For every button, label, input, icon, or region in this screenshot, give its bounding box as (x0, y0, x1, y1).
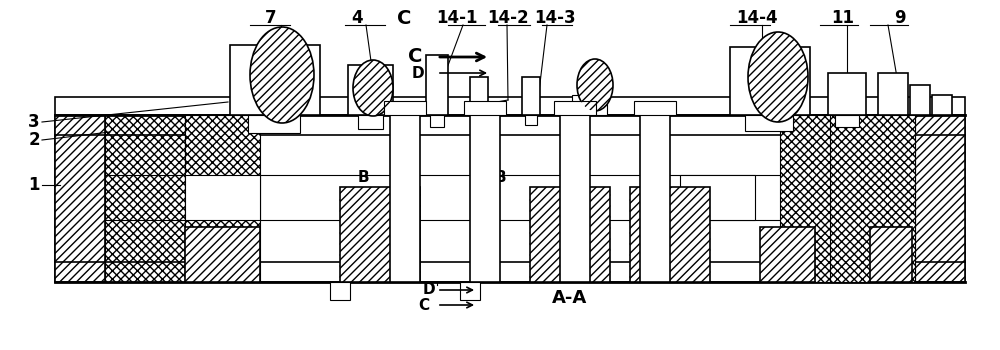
Text: B: B (357, 170, 369, 186)
Bar (745, 115, 793, 131)
Text: 2: 2 (28, 131, 40, 149)
Text: 11: 11 (832, 9, 854, 27)
Text: 7: 7 (265, 9, 277, 27)
Text: 14-2: 14-2 (487, 9, 529, 27)
Bar (910, 85, 930, 115)
Bar (870, 227, 912, 282)
Bar (348, 65, 393, 115)
Text: B: B (494, 170, 506, 186)
Text: 9: 9 (894, 9, 906, 27)
Bar (185, 227, 260, 282)
Text: C: C (397, 8, 411, 28)
Bar (530, 187, 610, 282)
Bar (55, 115, 965, 282)
Bar (473, 115, 485, 125)
Bar (105, 115, 185, 282)
Bar (680, 175, 755, 220)
Bar (560, 112, 590, 282)
Bar (330, 282, 350, 300)
Ellipse shape (748, 32, 808, 122)
Bar (340, 187, 420, 282)
Bar (760, 227, 815, 282)
Bar (554, 101, 596, 115)
Bar (932, 95, 952, 115)
Bar (390, 112, 420, 282)
Ellipse shape (577, 59, 613, 111)
Text: A-A: A-A (552, 289, 588, 307)
Bar (572, 95, 607, 115)
Bar (915, 115, 965, 282)
Bar (830, 115, 915, 282)
Bar (185, 115, 260, 282)
Text: 1: 1 (28, 176, 40, 194)
Ellipse shape (353, 60, 393, 116)
Text: 14-1: 14-1 (436, 9, 478, 27)
Text: D: D (412, 65, 424, 80)
Text: 14-3: 14-3 (534, 9, 576, 27)
Bar (525, 115, 537, 125)
Text: D: D (422, 282, 435, 298)
Text: 4: 4 (351, 9, 363, 27)
Text: C: C (408, 48, 422, 66)
Bar (470, 77, 488, 115)
Bar (780, 115, 865, 282)
Bar (230, 45, 320, 115)
Bar (878, 73, 908, 115)
Bar (630, 187, 710, 282)
Bar (460, 282, 480, 300)
Bar (470, 112, 500, 282)
Bar (730, 47, 810, 115)
Bar (634, 101, 676, 115)
Bar (55, 97, 965, 115)
Bar (55, 115, 105, 282)
Bar (185, 175, 260, 220)
Bar (384, 101, 426, 115)
Bar (358, 115, 383, 129)
Bar (248, 115, 300, 133)
Bar (828, 73, 866, 115)
Bar (830, 115, 915, 282)
Bar (522, 77, 540, 115)
Bar (105, 115, 185, 282)
Bar (464, 101, 506, 115)
Bar (640, 112, 670, 282)
Text: C: C (418, 298, 429, 313)
Bar (426, 55, 448, 115)
Bar (835, 115, 859, 127)
Bar (430, 115, 444, 127)
Text: 14-4: 14-4 (736, 9, 778, 27)
Ellipse shape (250, 27, 314, 123)
Text: 3: 3 (28, 113, 40, 131)
